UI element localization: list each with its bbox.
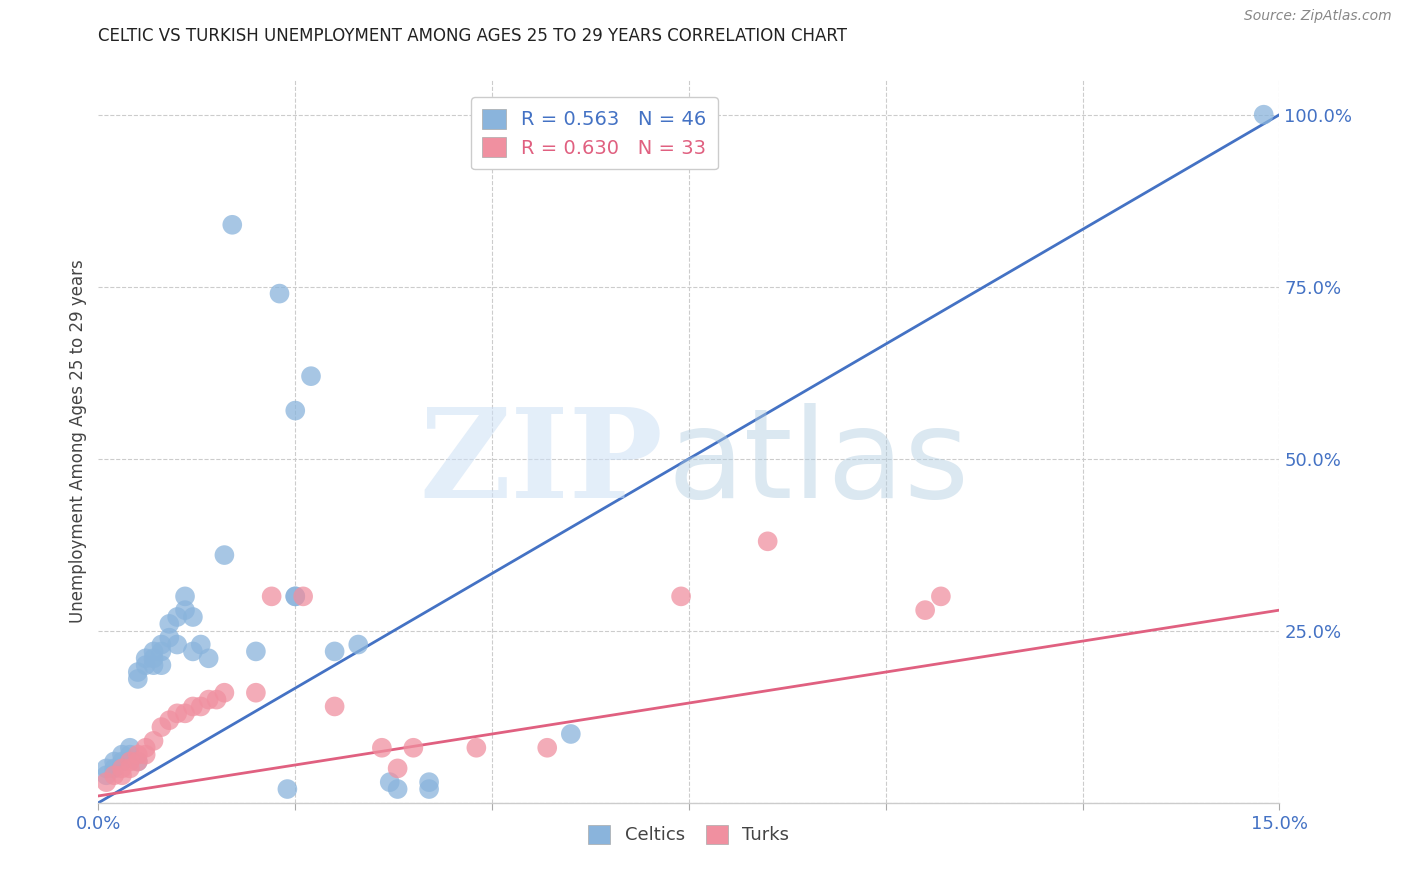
Point — [269, 286, 291, 301]
Point — [166, 610, 188, 624]
Legend: Celtics, Turks: Celtics, Turks — [581, 818, 797, 852]
Point — [111, 761, 134, 775]
Point — [135, 740, 157, 755]
Point — [166, 706, 188, 721]
Point — [142, 651, 165, 665]
Point — [111, 768, 134, 782]
Point — [174, 706, 197, 721]
Point — [214, 548, 236, 562]
Point — [214, 686, 236, 700]
Point — [142, 734, 165, 748]
Point — [197, 692, 219, 706]
Text: CELTIC VS TURKISH UNEMPLOYMENT AMONG AGES 25 TO 29 YEARS CORRELATION CHART: CELTIC VS TURKISH UNEMPLOYMENT AMONG AGE… — [98, 27, 848, 45]
Point — [299, 369, 322, 384]
Point — [96, 775, 118, 789]
Point — [205, 692, 228, 706]
Point — [157, 631, 180, 645]
Point — [150, 720, 173, 734]
Point — [118, 755, 141, 769]
Point — [245, 644, 267, 658]
Point — [418, 775, 440, 789]
Point — [150, 644, 173, 658]
Point — [347, 638, 370, 652]
Point — [118, 740, 141, 755]
Point — [260, 590, 283, 604]
Text: Source: ZipAtlas.com: Source: ZipAtlas.com — [1244, 9, 1392, 23]
Point — [292, 590, 315, 604]
Point — [181, 610, 204, 624]
Point — [135, 747, 157, 762]
Point — [157, 616, 180, 631]
Point — [166, 638, 188, 652]
Point — [135, 651, 157, 665]
Point — [914, 603, 936, 617]
Text: ZIP: ZIP — [419, 402, 664, 524]
Point — [111, 755, 134, 769]
Point — [127, 755, 149, 769]
Point — [127, 672, 149, 686]
Point — [669, 590, 692, 604]
Point — [221, 218, 243, 232]
Point — [323, 644, 346, 658]
Point — [111, 747, 134, 762]
Point — [276, 782, 298, 797]
Point — [157, 713, 180, 727]
Point — [402, 740, 425, 755]
Point — [284, 590, 307, 604]
Point — [181, 644, 204, 658]
Point — [756, 534, 779, 549]
Point — [127, 755, 149, 769]
Point — [197, 651, 219, 665]
Point — [418, 782, 440, 797]
Point — [245, 686, 267, 700]
Point — [560, 727, 582, 741]
Point — [387, 761, 409, 775]
Point — [96, 761, 118, 775]
Point — [190, 699, 212, 714]
Point — [142, 658, 165, 673]
Y-axis label: Unemployment Among Ages 25 to 29 years: Unemployment Among Ages 25 to 29 years — [69, 260, 87, 624]
Point — [181, 699, 204, 714]
Point — [103, 755, 125, 769]
Point — [1253, 108, 1275, 122]
Point — [371, 740, 394, 755]
Point — [118, 761, 141, 775]
Point — [536, 740, 558, 755]
Point — [323, 699, 346, 714]
Point — [465, 740, 488, 755]
Point — [174, 590, 197, 604]
Point — [150, 638, 173, 652]
Point — [127, 747, 149, 762]
Point — [378, 775, 401, 789]
Point — [103, 761, 125, 775]
Point — [174, 603, 197, 617]
Text: atlas: atlas — [668, 402, 970, 524]
Point — [284, 403, 307, 417]
Point — [103, 768, 125, 782]
Point — [142, 644, 165, 658]
Point — [929, 590, 952, 604]
Point — [284, 590, 307, 604]
Point — [135, 658, 157, 673]
Point — [96, 768, 118, 782]
Point — [387, 782, 409, 797]
Point — [150, 658, 173, 673]
Point — [190, 638, 212, 652]
Point — [118, 747, 141, 762]
Point — [127, 665, 149, 679]
